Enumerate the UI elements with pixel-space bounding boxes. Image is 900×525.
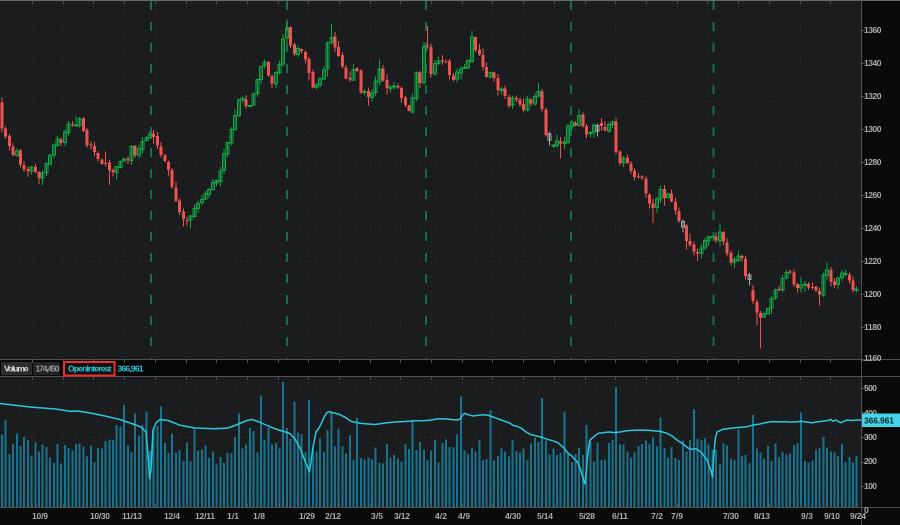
svg-text:8/13: 8/13 bbox=[754, 511, 770, 521]
svg-text:1360: 1360 bbox=[864, 25, 882, 35]
svg-text:Volume: Volume bbox=[4, 364, 29, 374]
svg-text:1200: 1200 bbox=[864, 289, 882, 299]
svg-text:7/2: 7/2 bbox=[651, 511, 663, 521]
svg-text:9/24: 9/24 bbox=[850, 511, 866, 521]
svg-text:1340: 1340 bbox=[864, 58, 882, 68]
svg-text:174,450: 174,450 bbox=[36, 364, 60, 374]
svg-text:7/9: 7/9 bbox=[671, 511, 683, 521]
svg-text:1300: 1300 bbox=[864, 124, 882, 134]
svg-text:2/12: 2/12 bbox=[325, 511, 341, 521]
svg-text:366.961: 366.961 bbox=[864, 416, 894, 426]
svg-text:5/28: 5/28 bbox=[579, 511, 595, 521]
svg-text:10/30: 10/30 bbox=[90, 511, 110, 521]
svg-text:400: 400 bbox=[864, 408, 877, 418]
svg-text:1/1: 1/1 bbox=[227, 511, 239, 521]
svg-text:300: 300 bbox=[864, 432, 877, 442]
svg-text:OpenInterest: OpenInterest bbox=[68, 364, 112, 374]
svg-text:11/13: 11/13 bbox=[122, 511, 142, 521]
svg-text:200: 200 bbox=[864, 456, 877, 466]
svg-text:9/3: 9/3 bbox=[801, 511, 813, 521]
svg-text:1280: 1280 bbox=[864, 157, 882, 167]
svg-text:366,961: 366,961 bbox=[118, 364, 144, 374]
svg-text:500: 500 bbox=[864, 383, 877, 393]
svg-text:9/10: 9/10 bbox=[824, 511, 840, 521]
svg-text:1220: 1220 bbox=[864, 256, 882, 266]
svg-text:4/2: 4/2 bbox=[435, 511, 447, 521]
svg-text:4/9: 4/9 bbox=[458, 511, 470, 521]
svg-text:1180: 1180 bbox=[864, 322, 882, 332]
svg-text:4/30: 4/30 bbox=[505, 511, 521, 521]
svg-text:12/11: 12/11 bbox=[195, 511, 215, 521]
svg-text:1/29: 1/29 bbox=[299, 511, 315, 521]
svg-text:0: 0 bbox=[864, 505, 869, 515]
svg-text:100: 100 bbox=[864, 481, 877, 491]
svg-text:1160: 1160 bbox=[864, 353, 882, 363]
svg-text:6/11: 6/11 bbox=[612, 511, 628, 521]
svg-text:1240: 1240 bbox=[864, 223, 882, 233]
svg-text:1320: 1320 bbox=[864, 91, 882, 101]
svg-text:7/30: 7/30 bbox=[723, 511, 739, 521]
svg-text:1260: 1260 bbox=[864, 190, 882, 200]
svg-text:12/4: 12/4 bbox=[164, 511, 180, 521]
svg-text:1/8: 1/8 bbox=[253, 511, 265, 521]
svg-text:10/9: 10/9 bbox=[32, 511, 48, 521]
svg-text:3/5: 3/5 bbox=[371, 511, 383, 521]
svg-text:3/12: 3/12 bbox=[394, 511, 410, 521]
svg-text:5/14: 5/14 bbox=[537, 511, 553, 521]
